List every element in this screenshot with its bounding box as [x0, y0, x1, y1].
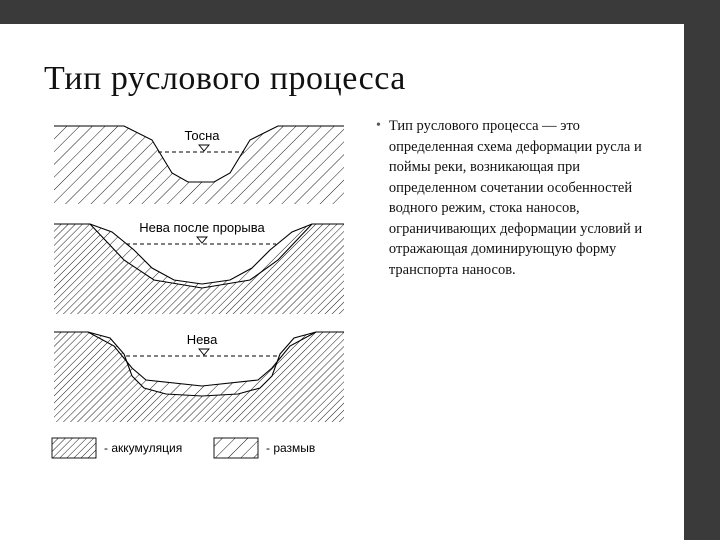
body-row: ТоснааНева после прорывабНевав- аккумуля… — [44, 116, 654, 476]
content-area: Тип руслового процесса ТоснааНева после … — [0, 36, 684, 540]
bullet-item: • Тип руслового процесса — это определен… — [376, 116, 654, 281]
svg-text:Тосна: Тосна — [184, 128, 220, 143]
diagram-panel: ТоснааНева после прорывабНевав- аккумуля… — [44, 116, 354, 476]
top-bar — [0, 0, 720, 24]
definition-paragraph: Тип руслового процесса — это определенна… — [389, 116, 654, 281]
cross-section-diagram: ТоснааНева после прорывабНевав- аккумуля… — [44, 116, 354, 476]
right-bar — [684, 0, 720, 540]
text-panel: • Тип руслового процесса — это определен… — [376, 116, 654, 476]
svg-text:Нева после прорыва: Нева после прорыва — [139, 220, 265, 235]
svg-text:- аккумуляция: - аккумуляция — [104, 441, 182, 455]
svg-text:Нева: Нева — [187, 332, 218, 347]
page-title: Тип руслового процесса — [44, 60, 654, 98]
svg-text:- размыв: - размыв — [266, 441, 315, 455]
bullet-marker: • — [376, 116, 381, 281]
slide: Тип руслового процесса ТоснааНева после … — [0, 0, 720, 540]
